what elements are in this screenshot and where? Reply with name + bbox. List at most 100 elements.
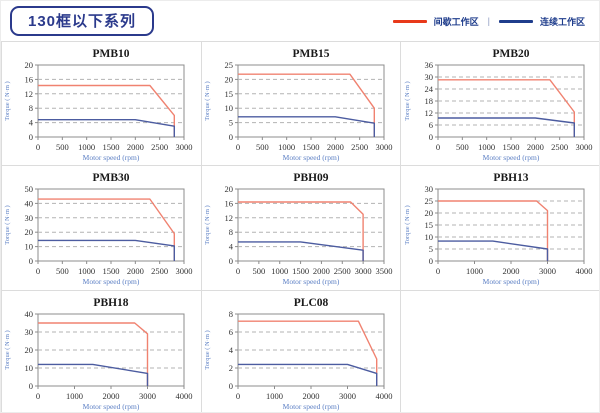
svg-text:16: 16 <box>25 74 34 84</box>
svg-text:8: 8 <box>229 227 233 237</box>
svg-text:15: 15 <box>424 220 433 230</box>
svg-text:Torque ( N·m ): Torque ( N·m ) <box>204 330 211 369</box>
svg-text:3000: 3000 <box>539 266 556 276</box>
chart-plc08: PLC08 0 2 4 6 8 0 1000 2000 3000 4000 Motor speed (… <box>204 297 393 411</box>
svg-text:8: 8 <box>229 309 233 319</box>
svg-text:0: 0 <box>229 381 233 391</box>
svg-text:20: 20 <box>25 227 34 237</box>
svg-text:2500: 2500 <box>151 266 168 276</box>
intermittent-zone-label: 间歇工作区 <box>433 16 479 27</box>
svg-text:4: 4 <box>229 242 234 252</box>
svg-text:Torque ( N·m ): Torque ( N·m ) <box>4 81 11 120</box>
series-title: 130框以下系列 <box>10 6 155 36</box>
svg-text:0: 0 <box>236 266 240 276</box>
svg-text:2000: 2000 <box>327 142 344 152</box>
svg-text:PMB20: PMB20 <box>492 48 529 60</box>
svg-text:Motor speed (rpm): Motor speed (rpm) <box>83 402 140 411</box>
svg-text:PMB15: PMB15 <box>292 48 329 60</box>
svg-text:8: 8 <box>29 103 33 113</box>
svg-text:2000: 2000 <box>313 266 330 276</box>
chart-cell-plc08: PLC08 0 2 4 6 8 0 1000 2000 3000 4000 Motor speed (… <box>202 290 402 412</box>
svg-text:10: 10 <box>25 363 34 373</box>
svg-text:0: 0 <box>236 142 240 152</box>
continuous-zone-line-icon <box>498 19 533 23</box>
svg-text:0: 0 <box>29 132 33 142</box>
svg-text:20: 20 <box>224 74 233 84</box>
svg-text:30: 30 <box>25 327 34 337</box>
svg-text:2000: 2000 <box>103 391 120 401</box>
svg-text:0: 0 <box>428 132 432 142</box>
svg-text:3000: 3000 <box>575 142 592 152</box>
svg-text:0: 0 <box>236 391 240 401</box>
svg-text:Motor speed (rpm): Motor speed (rpm) <box>482 277 539 286</box>
svg-text:3000: 3000 <box>355 266 372 276</box>
svg-text:0: 0 <box>229 256 233 266</box>
svg-text:PBH13: PBH13 <box>493 172 528 184</box>
svg-text:0: 0 <box>29 256 33 266</box>
svg-text:10: 10 <box>25 242 34 252</box>
chart-pbh13: PBH13 0 5 10 15 20 25 30 0 1000 2000 3000 4000 Motor … <box>404 172 593 286</box>
svg-text:4000: 4000 <box>575 266 592 276</box>
svg-text:4000: 4000 <box>176 391 193 401</box>
svg-text:2000: 2000 <box>302 391 319 401</box>
svg-text:25: 25 <box>424 196 433 206</box>
svg-text:20: 20 <box>25 60 34 70</box>
chart-pbh09: PBH09 0 4 8 12 16 20 0 500 1000 1500 2000 2500 3000 35… <box>204 172 393 286</box>
legend: 间歇工作区 | 连续工作区 <box>392 15 585 28</box>
svg-text:18: 18 <box>424 96 433 106</box>
svg-text:1500: 1500 <box>292 266 309 276</box>
svg-text:12: 12 <box>224 213 233 223</box>
svg-text:40: 40 <box>25 309 34 319</box>
svg-text:1000: 1000 <box>266 391 283 401</box>
svg-text:500: 500 <box>252 266 265 276</box>
svg-text:Motor speed (rpm): Motor speed (rpm) <box>283 277 340 286</box>
svg-text:36: 36 <box>424 60 433 70</box>
svg-text:Motor speed (rpm): Motor speed (rpm) <box>83 153 140 162</box>
legend-separator: | <box>487 16 490 26</box>
svg-text:12: 12 <box>25 89 34 99</box>
svg-text:500: 500 <box>456 142 469 152</box>
chart-grid: PMB10 0 4 8 12 16 20 0 500 1000 1500 2000 2500 3000 Mo… <box>1 41 599 412</box>
chart-cell-pbh09: PBH09 0 4 8 12 16 20 0 500 1000 1500 2000 2500 3000 35… <box>201 166 402 291</box>
svg-text:5: 5 <box>428 244 432 254</box>
svg-text:20: 20 <box>424 208 433 218</box>
svg-text:Torque ( N·m ): Torque ( N·m ) <box>404 81 411 120</box>
svg-text:12: 12 <box>424 108 433 118</box>
svg-text:0: 0 <box>436 266 440 276</box>
empty-cell <box>401 291 599 412</box>
chart-pmb15: PMB15 0 5 10 15 20 25 0 500 1000 1500 2000 2500 3000 M… <box>204 48 393 162</box>
svg-text:Torque ( N·m ): Torque ( N·m ) <box>4 206 11 245</box>
svg-text:4: 4 <box>229 345 234 355</box>
svg-text:0: 0 <box>229 132 233 142</box>
svg-text:500: 500 <box>256 142 269 152</box>
svg-text:Torque ( N·m ): Torque ( N·m ) <box>204 206 211 245</box>
chart-cell-pmb15: PMB15 0 5 10 15 20 25 0 500 1000 1500 2000 2500 3000 M… <box>201 42 402 167</box>
svg-text:3000: 3000 <box>176 266 193 276</box>
intermittent-zone-line-icon <box>392 19 427 23</box>
svg-text:0: 0 <box>436 142 440 152</box>
chart-pmb10: PMB10 0 4 8 12 16 20 0 500 1000 1500 2000 2500 3000 Mo… <box>4 48 193 162</box>
svg-text:1500: 1500 <box>103 266 120 276</box>
svg-text:Motor speed (rpm): Motor speed (rpm) <box>283 402 340 411</box>
svg-text:4000: 4000 <box>375 391 392 401</box>
svg-text:1000: 1000 <box>78 266 95 276</box>
svg-text:50: 50 <box>25 184 34 194</box>
header: 130框以下系列 间歇工作区 | 连续工作区 <box>1 1 599 41</box>
svg-text:PLC08: PLC08 <box>294 297 329 309</box>
svg-text:4: 4 <box>29 118 34 128</box>
svg-text:1000: 1000 <box>478 142 495 152</box>
svg-text:2500: 2500 <box>551 142 568 152</box>
svg-text:30: 30 <box>25 213 34 223</box>
continuous-zone-label: 连续工作区 <box>539 16 585 27</box>
chart-pmb20: PMB20 0 6 12 18 24 30 36 0 500 1000 1500 2000 2500 300… <box>404 48 593 162</box>
svg-text:2000: 2000 <box>502 266 519 276</box>
svg-text:2000: 2000 <box>127 142 144 152</box>
svg-text:2500: 2500 <box>351 142 368 152</box>
svg-text:6: 6 <box>229 327 233 337</box>
chart-cell-pmb20: PMB20 0 6 12 18 24 30 36 0 500 1000 1500 2000 2500 300… <box>401 42 599 167</box>
svg-text:1500: 1500 <box>502 142 519 152</box>
svg-text:2500: 2500 <box>151 142 168 152</box>
svg-text:1000: 1000 <box>78 142 95 152</box>
svg-text:2: 2 <box>229 363 233 373</box>
svg-text:6: 6 <box>428 120 432 130</box>
